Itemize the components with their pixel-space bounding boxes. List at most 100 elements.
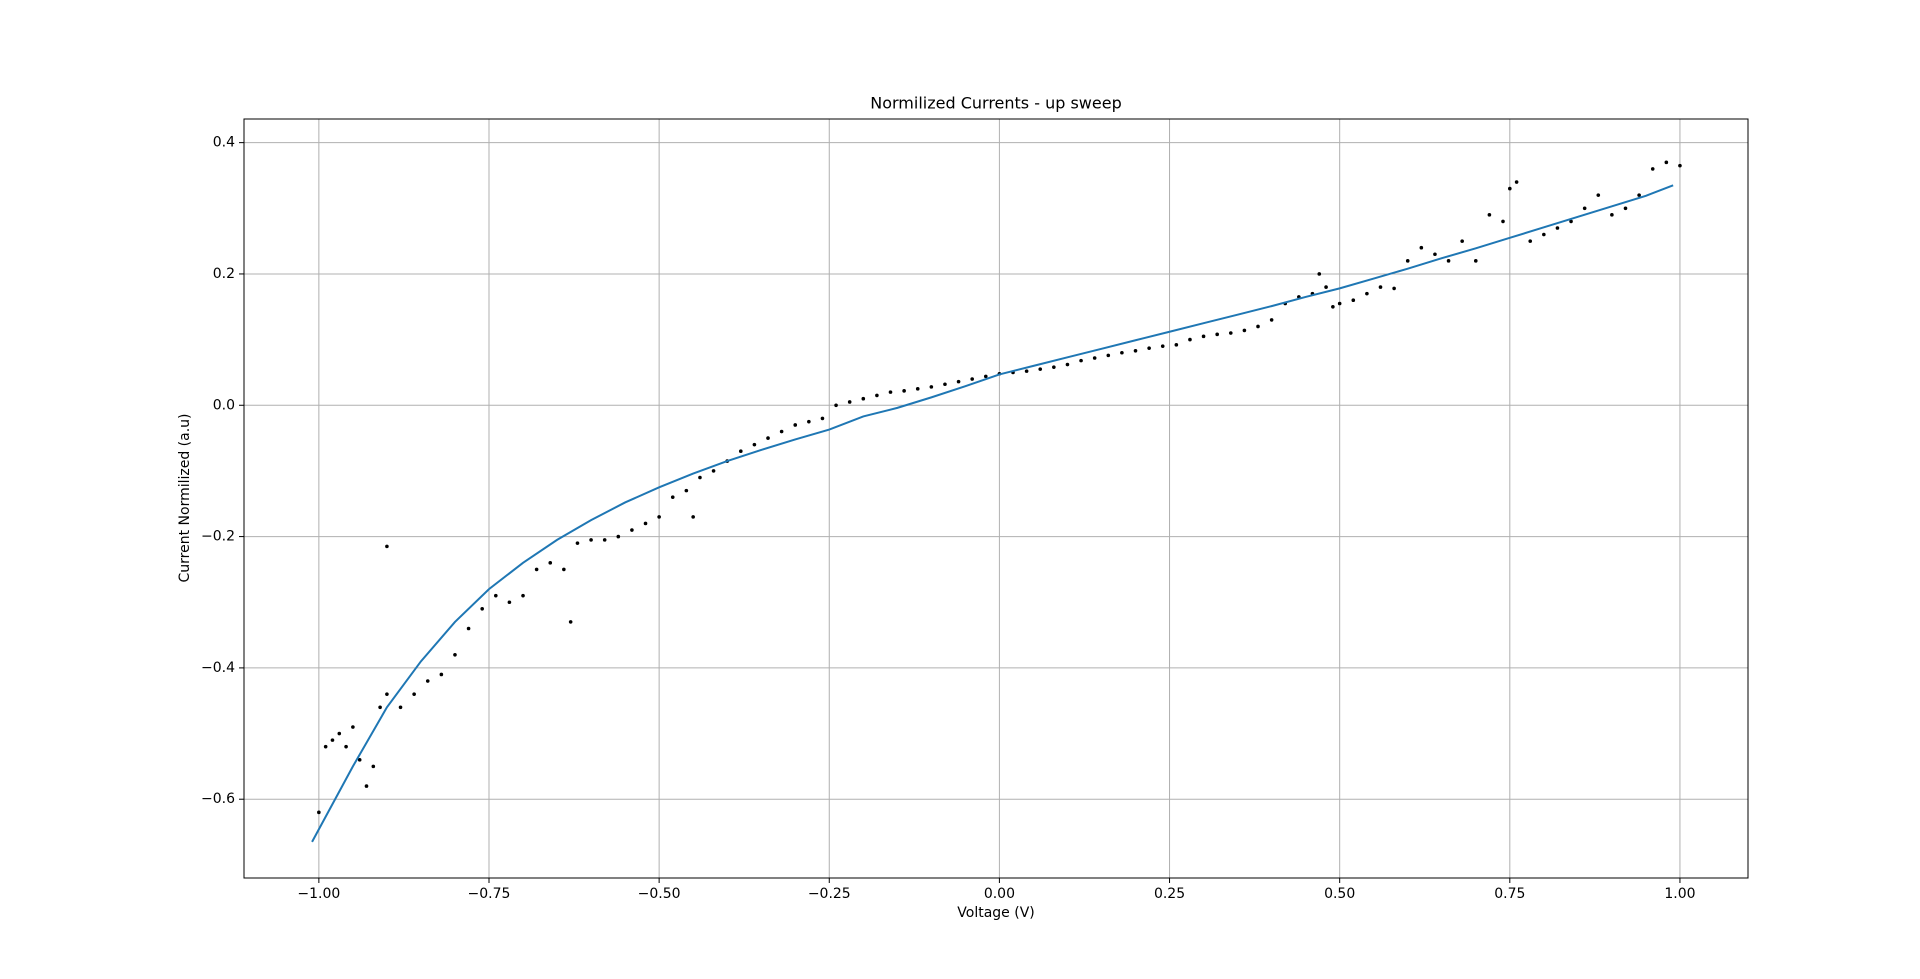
plot-frame — [243, 118, 1749, 879]
data-point — [1351, 298, 1356, 303]
data-point — [1650, 167, 1655, 171]
data-point — [1501, 219, 1505, 224]
data-point — [698, 475, 702, 480]
data-point — [684, 488, 689, 493]
data-point — [1324, 285, 1328, 289]
data-point — [385, 544, 389, 549]
data-point — [793, 423, 798, 427]
data-point — [1623, 206, 1628, 211]
data-point — [344, 744, 348, 749]
data-point — [847, 400, 852, 404]
data-point — [1405, 259, 1410, 263]
data-point — [1508, 186, 1512, 191]
data-point — [691, 515, 695, 519]
data-point — [1637, 193, 1641, 197]
data-point — [351, 725, 355, 729]
data-point — [494, 593, 498, 598]
data-point — [1317, 272, 1322, 276]
y-tick-label: 0.4 — [213, 135, 235, 151]
data-point — [562, 567, 566, 572]
data-point — [1242, 328, 1247, 333]
data-point — [1038, 367, 1043, 371]
data-point — [943, 382, 947, 387]
data-point — [888, 390, 893, 394]
data-point — [1433, 252, 1437, 257]
data-point — [1542, 232, 1546, 237]
data-point — [738, 449, 743, 454]
data-point — [711, 469, 716, 473]
data-point — [861, 396, 866, 401]
data-point — [1092, 356, 1097, 360]
y-tick-label: −0.4 — [201, 660, 235, 676]
x-tick-label: −0.25 — [808, 886, 851, 902]
data-point — [1079, 358, 1083, 363]
data-point — [439, 672, 444, 677]
x-tick-label: 1.00 — [1664, 886, 1695, 902]
data-point — [643, 521, 648, 526]
data-point — [425, 679, 430, 683]
data-point — [364, 784, 369, 788]
data-point — [568, 620, 573, 624]
data-point — [1514, 180, 1519, 184]
x-tick-label: −0.50 — [638, 886, 681, 902]
data-point — [1331, 304, 1335, 309]
data-point — [589, 538, 593, 542]
data-point — [1596, 193, 1601, 197]
data-point — [1106, 353, 1111, 358]
data-point — [752, 442, 757, 447]
data-point — [378, 705, 382, 710]
data-point — [1392, 286, 1396, 291]
data-point — [1446, 259, 1451, 263]
data-point — [317, 810, 321, 815]
data-point — [1174, 343, 1179, 347]
data-point — [371, 764, 376, 769]
data-point — [323, 744, 328, 749]
data-point — [1419, 245, 1424, 250]
data-point — [1065, 362, 1070, 367]
data-point — [766, 436, 770, 440]
data-point — [820, 416, 825, 421]
data-point — [548, 561, 553, 565]
data-point — [1664, 160, 1669, 165]
data-point — [657, 515, 661, 519]
data-point — [1582, 206, 1587, 211]
data-point — [1473, 259, 1478, 263]
data-point — [875, 393, 879, 398]
data-point — [670, 495, 675, 499]
data-point — [915, 387, 920, 391]
data-point — [1337, 301, 1342, 306]
data-point — [970, 377, 974, 381]
data-point — [630, 528, 634, 532]
x-tick-label: −1.00 — [297, 886, 340, 902]
data-point — [616, 534, 621, 539]
data-point — [983, 374, 988, 379]
data-point — [1133, 348, 1138, 353]
data-point — [956, 379, 961, 384]
data-point — [1555, 226, 1560, 230]
data-point — [385, 692, 389, 696]
data-point — [1610, 213, 1614, 217]
x-tick-label: −0.75 — [468, 886, 511, 902]
data-point — [398, 705, 403, 710]
y-tick-label: 0.2 — [213, 266, 235, 282]
data-point — [521, 593, 525, 598]
y-axis-label: Current Normilized (a.u) — [177, 413, 193, 582]
data-point — [807, 419, 811, 424]
data-point — [1256, 324, 1260, 329]
x-tick-label: 0.50 — [1324, 886, 1355, 902]
data-point — [357, 758, 362, 762]
data-point — [480, 607, 484, 611]
data-point — [575, 541, 580, 545]
x-tick-label: 0.25 — [1154, 886, 1185, 902]
y-tick-label: 0.0 — [213, 397, 235, 413]
data-point — [1678, 163, 1682, 168]
data-point — [1201, 334, 1206, 339]
data-point — [834, 403, 838, 408]
y-tick-label: −0.2 — [201, 529, 235, 545]
data-point — [1188, 337, 1192, 342]
data-point — [1460, 239, 1464, 243]
data-point — [466, 626, 471, 631]
data-point — [1120, 350, 1124, 355]
